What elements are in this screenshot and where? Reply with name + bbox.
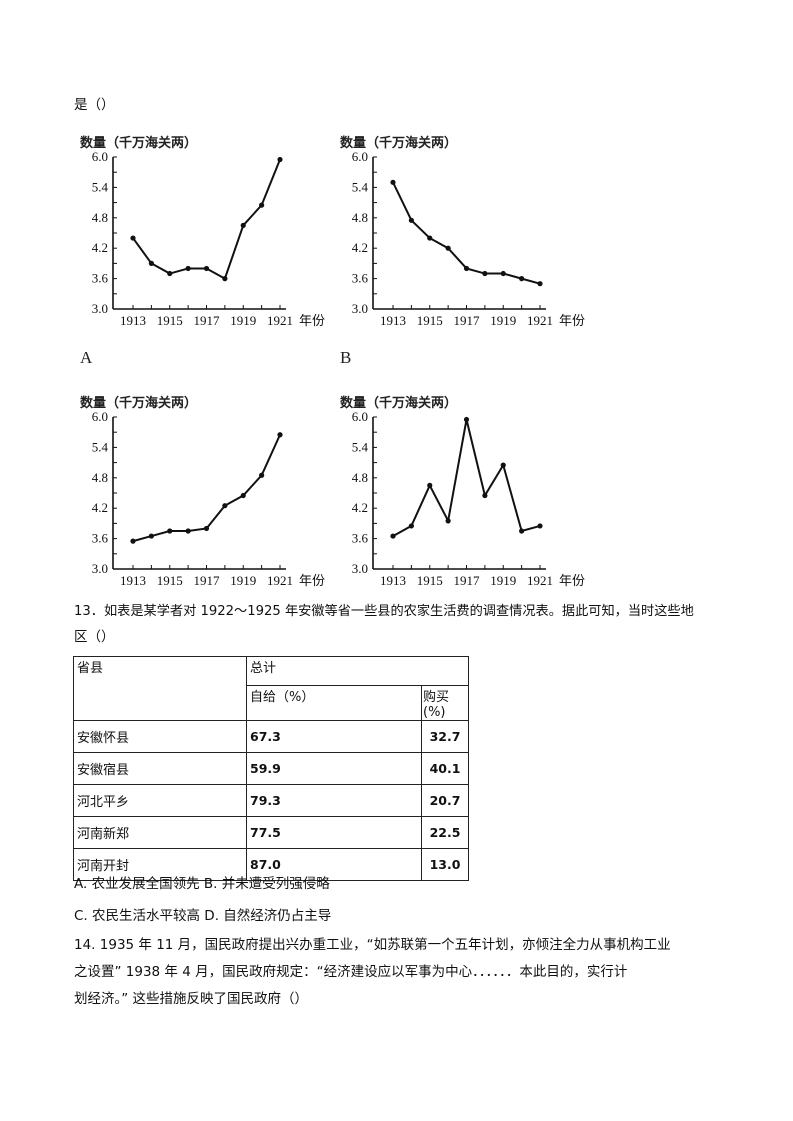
svg-text:4.2: 4.2 bbox=[92, 500, 108, 515]
svg-text:5.4: 5.4 bbox=[92, 439, 109, 454]
svg-text:4.2: 4.2 bbox=[92, 240, 108, 255]
svg-text:1919: 1919 bbox=[230, 573, 256, 588]
svg-text:5.4: 5.4 bbox=[92, 179, 109, 194]
svg-text:6.0: 6.0 bbox=[92, 409, 108, 424]
county-cell: 河北平乡 bbox=[73, 784, 247, 817]
svg-text:4.8: 4.8 bbox=[92, 470, 108, 485]
purchased-cell: 32.7 bbox=[421, 720, 469, 753]
table-row: 安徽怀县 67.3 32.7 bbox=[73, 720, 469, 753]
svg-text:1921: 1921 bbox=[267, 573, 293, 588]
option-a-label: A bbox=[80, 348, 93, 367]
line-chart-plot: 6.0 5.4 4.8 4.2 3.6 3.0 1913 1915 1917 1919 1921 年份 bbox=[92, 409, 325, 589]
svg-text:1915: 1915 bbox=[157, 313, 183, 328]
svg-text:1917: 1917 bbox=[454, 313, 481, 328]
line-chart-plot: 6.0 5.4 4.8 4.2 3.6 3.0 1913 1915 1917 1919 1921 年份 bbox=[352, 149, 585, 329]
chart-y-title: 数量（千万海关两） bbox=[340, 136, 458, 151]
svg-text:年份: 年份 bbox=[559, 314, 585, 329]
table-row: 河南开封 87.0 13.0 bbox=[73, 848, 469, 881]
chart-d: 数量（千万海关两） 6.0 5.4 4.8 4.2 3.6 3.0 1913 1915 1917 1… bbox=[340, 390, 600, 605]
svg-text:4.2: 4.2 bbox=[352, 240, 368, 255]
svg-text:3.0: 3.0 bbox=[92, 561, 108, 576]
svg-text:1921: 1921 bbox=[527, 573, 553, 588]
chart-y-title: 数量（千万海关两） bbox=[340, 396, 458, 411]
purchased-cell: 20.7 bbox=[421, 784, 469, 817]
svg-text:3.6: 3.6 bbox=[352, 531, 369, 546]
header-purchased: 购买(%) bbox=[421, 685, 469, 721]
svg-text:1913: 1913 bbox=[120, 573, 146, 588]
svg-text:3.6: 3.6 bbox=[92, 271, 109, 286]
svg-text:1921: 1921 bbox=[527, 313, 553, 328]
header-self-supplied: 自给（%） bbox=[246, 685, 422, 721]
svg-text:1917: 1917 bbox=[194, 573, 221, 588]
chart-y-title: 数量（千万海关两） bbox=[80, 396, 198, 411]
svg-text:1921: 1921 bbox=[267, 313, 293, 328]
question13-options-cd: C. 农民生活水平较高 D. 自然经济仍占主导 bbox=[74, 908, 332, 924]
svg-text:1919: 1919 bbox=[230, 313, 256, 328]
svg-text:4.8: 4.8 bbox=[92, 210, 108, 225]
table-row: 安徽宿县 59.9 40.1 bbox=[73, 752, 469, 785]
county-cell: 安徽宿县 bbox=[73, 752, 247, 785]
svg-text:3.6: 3.6 bbox=[92, 531, 109, 546]
county-cell: 河南新郑 bbox=[73, 816, 247, 849]
svg-text:1919: 1919 bbox=[490, 573, 516, 588]
svg-text:1917: 1917 bbox=[194, 313, 221, 328]
table-row: 河北平乡 79.3 20.7 bbox=[73, 784, 469, 817]
chart-y-title: 数量（千万海关两） bbox=[80, 136, 198, 151]
chart-c: 数量（千万海关两） 6.0 5.4 4.8 4.2 3.6 3.0 1913 1915 1917 1… bbox=[80, 390, 340, 605]
county-cell: 河南开封 bbox=[73, 848, 247, 881]
self-supplied-cell: 59.9 bbox=[246, 752, 422, 785]
svg-text:1913: 1913 bbox=[380, 573, 406, 588]
svg-text:4.8: 4.8 bbox=[352, 470, 368, 485]
svg-text:1913: 1913 bbox=[120, 313, 146, 328]
question14-line2: 之设置” 1938 年 4 月，国民政府规定：“经济建设应以军事为中心．．．．．… bbox=[74, 964, 628, 980]
line-chart-plot: 6.0 5.4 4.8 4.2 3.6 3.0 1913 1915 1917 1919 1921 年份 bbox=[92, 149, 325, 329]
svg-text:3.0: 3.0 bbox=[92, 301, 108, 316]
question12-tail: 是（） bbox=[74, 97, 115, 113]
svg-text:6.0: 6.0 bbox=[352, 409, 368, 424]
svg-text:5.4: 5.4 bbox=[352, 439, 369, 454]
svg-text:3.0: 3.0 bbox=[352, 301, 368, 316]
question13-line2: 区（） bbox=[74, 629, 115, 645]
question14-line1: 14. 1935 年 11 月，国民政府提出兴办重工业，“如苏联第一个五年计划，… bbox=[74, 937, 671, 953]
svg-text:1915: 1915 bbox=[417, 313, 443, 328]
question13-line1: 13．如表是某学者对 1922～1925 年安徽等省一些县的农家生活费的调查情况… bbox=[74, 604, 694, 619]
svg-text:1919: 1919 bbox=[490, 313, 516, 328]
svg-text:1915: 1915 bbox=[417, 573, 443, 588]
svg-text:年份: 年份 bbox=[299, 574, 325, 589]
chart-b: 数量（千万海关两） 6.0 5.4 4.8 4.2 3.6 3.0 1913 1915 1917 1… bbox=[340, 130, 600, 345]
svg-text:4.8: 4.8 bbox=[352, 210, 368, 225]
svg-text:6.0: 6.0 bbox=[92, 149, 108, 164]
chart-a: 数量（千万海关两） 6.0 5.4 4.8 4.2 3.6 3.0 1913 1915 1917 1… bbox=[80, 130, 340, 345]
svg-text:1913: 1913 bbox=[380, 313, 406, 328]
county-cell: 安徽怀县 bbox=[73, 720, 247, 753]
header-county: 省县 bbox=[73, 656, 247, 721]
option-b-label: B bbox=[340, 348, 352, 367]
svg-text:年份: 年份 bbox=[299, 314, 325, 329]
svg-text:1917: 1917 bbox=[454, 573, 481, 588]
purchased-cell: 22.5 bbox=[421, 816, 469, 849]
self-supplied-cell: 67.3 bbox=[246, 720, 422, 753]
self-supplied-cell: 79.3 bbox=[246, 784, 422, 817]
self-supplied-cell: 87.0 bbox=[246, 848, 422, 881]
svg-text:1915: 1915 bbox=[157, 573, 183, 588]
purchased-cell: 13.0 bbox=[421, 848, 469, 881]
table-row: 河南新郑 77.5 22.5 bbox=[73, 816, 469, 849]
question14-line3: 划经济。” 这些措施反映了国民政府（） bbox=[74, 991, 309, 1007]
svg-text:6.0: 6.0 bbox=[352, 149, 368, 164]
svg-text:3.0: 3.0 bbox=[352, 561, 368, 576]
self-supplied-cell: 77.5 bbox=[246, 816, 422, 849]
svg-text:5.4: 5.4 bbox=[352, 179, 369, 194]
svg-text:3.6: 3.6 bbox=[352, 271, 369, 286]
survey-table: 省县 总计 自给（%） 购买(%) 安徽怀县 67.3 32.7 安徽宿县 59.9 40… bbox=[73, 656, 469, 881]
purchased-cell: 40.1 bbox=[421, 752, 469, 785]
line-chart-plot: 6.0 5.4 4.8 4.2 3.6 3.0 1913 1915 1917 1919 1921 年份 bbox=[352, 409, 585, 589]
svg-text:年份: 年份 bbox=[559, 574, 585, 589]
question13-options-ab: A. 农业发展全国领先 B. 并未遭受列强侵略 bbox=[74, 876, 330, 892]
header-total: 总计 bbox=[246, 656, 469, 686]
svg-text:4.2: 4.2 bbox=[352, 500, 368, 515]
